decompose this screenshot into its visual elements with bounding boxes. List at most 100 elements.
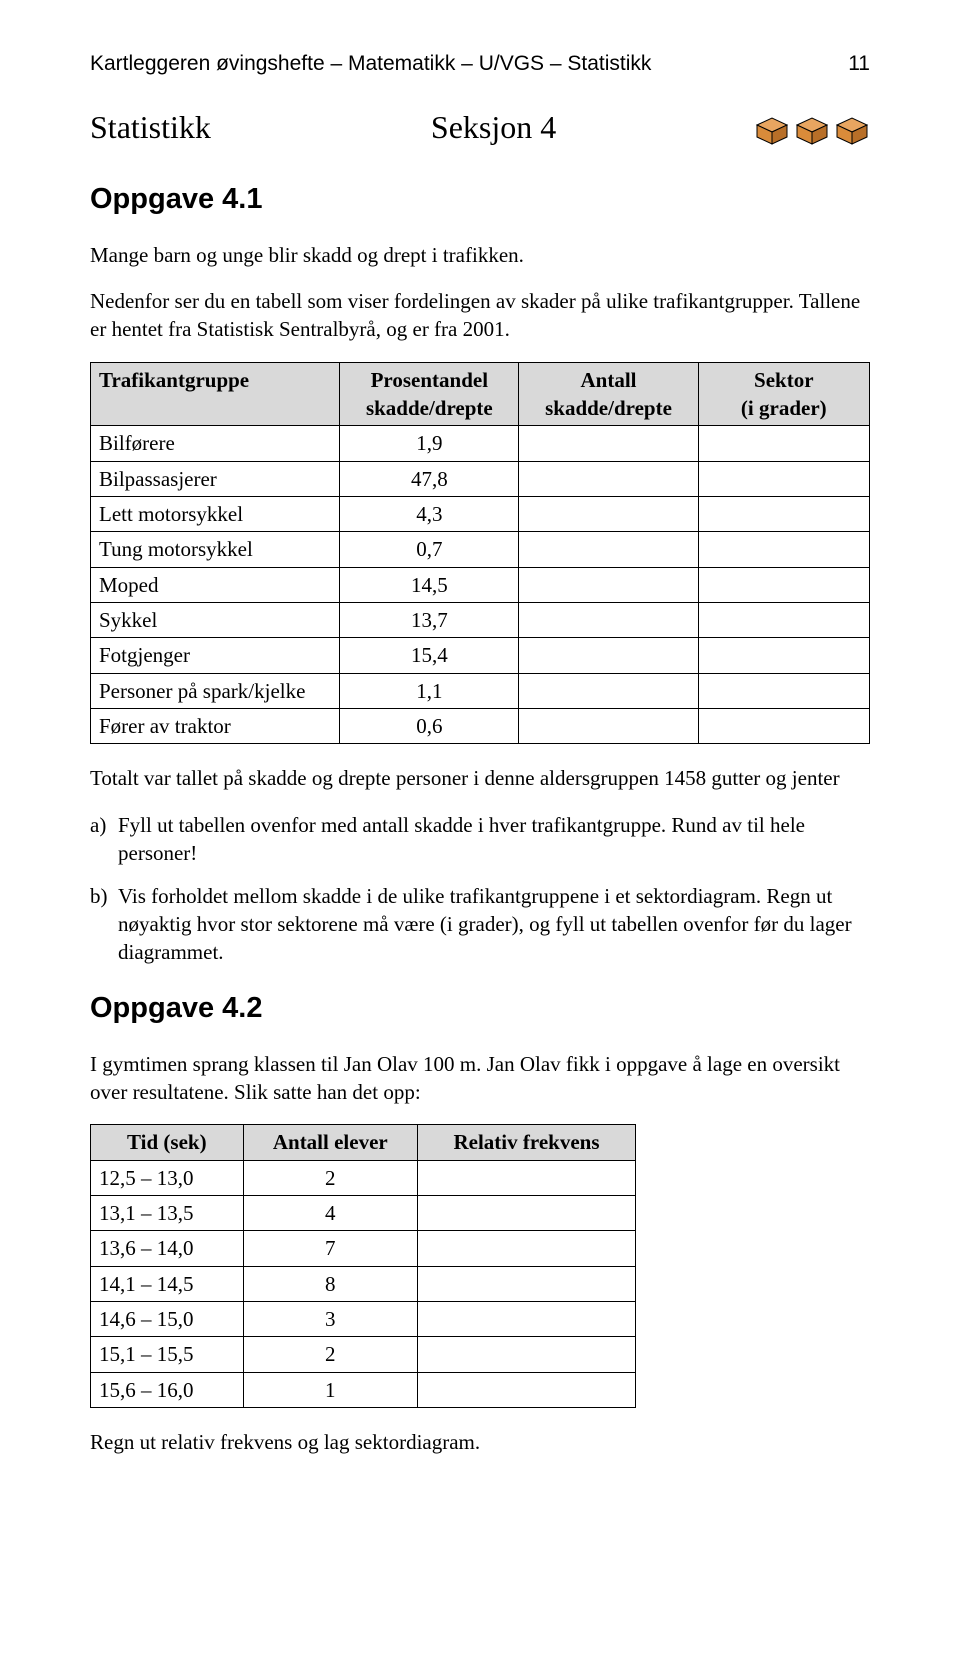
cell-antall-elever: 2 (243, 1160, 417, 1195)
cell-pct: 0,7 (340, 532, 519, 567)
cell-relativ-frekvens (417, 1337, 635, 1372)
table2-header-row: Tid (sek) Antall elever Relativ frekvens (91, 1125, 636, 1160)
cell-name: Fører av traktor (91, 709, 340, 744)
cell-antall (519, 638, 698, 673)
cell-antall-elever: 2 (243, 1337, 417, 1372)
table-row: Personer på spark/kjelke 1,1 (91, 673, 870, 708)
section-label: Seksjon 4 (431, 106, 556, 149)
cell-name: Personer på spark/kjelke (91, 673, 340, 708)
oppgave-4-2-heading: Oppgave 4.2 (90, 989, 870, 1028)
cell-name: Tung motorsykkel (91, 532, 340, 567)
cell-antall-elever: 4 (243, 1196, 417, 1231)
cell-name: Sykkel (91, 603, 340, 638)
table-row: 15,1 – 15,5 2 (91, 1337, 636, 1372)
oppgave-4-1-heading: Oppgave 4.1 (90, 180, 870, 219)
th-relativ-frekvens: Relativ frekvens (417, 1125, 635, 1160)
cell-antall (519, 567, 698, 602)
cell-antall (519, 532, 698, 567)
th-prosentandel: Prosentandel skadde/drepte (340, 362, 519, 426)
section-title: Statistikk (90, 106, 211, 149)
cell-antall-elever: 1 (243, 1372, 417, 1407)
cell-sektor (698, 497, 869, 532)
cell-sektor (698, 532, 869, 567)
cell-tid: 15,1 – 15,5 (91, 1337, 244, 1372)
cubes-container (754, 113, 870, 143)
cell-sektor (698, 673, 869, 708)
header-left: Kartleggeren øvingshefte – Matematikk – … (90, 50, 651, 78)
cell-sektor (698, 709, 869, 744)
cell-antall (519, 497, 698, 532)
table-row: Moped 14,5 (91, 567, 870, 602)
cell-relativ-frekvens (417, 1231, 635, 1266)
cell-tid: 13,6 – 14,0 (91, 1231, 244, 1266)
cell-antall (519, 673, 698, 708)
oppgave-4-1-questions: a) Fyll ut tabellen ovenfor med antall s… (90, 811, 870, 967)
table-row: 12,5 – 13,0 2 (91, 1160, 636, 1195)
oppgave-4-2-after: Regn ut relativ frekvens og lag sektordi… (90, 1428, 870, 1456)
question-b: b) Vis forholdet mellom skadde i de ulik… (90, 882, 870, 967)
cell-pct: 0,6 (340, 709, 519, 744)
cell-antall (519, 603, 698, 638)
cube-icon (834, 113, 870, 143)
table-row: Fører av traktor 0,6 (91, 709, 870, 744)
cell-antall (519, 426, 698, 461)
th-antall: Antall skadde/drepte (519, 362, 698, 426)
th-sektor: Sektor (i grader) (698, 362, 869, 426)
cell-relativ-frekvens (417, 1160, 635, 1195)
cube-icon (754, 113, 790, 143)
cell-name: Bilførere (91, 426, 340, 461)
cell-tid: 12,5 – 13,0 (91, 1160, 244, 1195)
oppgave-4-1-intro-line2: Nedenfor ser du en tabell som viser ford… (90, 287, 870, 344)
cell-tid: 14,1 – 14,5 (91, 1266, 244, 1301)
cell-pct: 4,3 (340, 497, 519, 532)
table-row: 13,6 – 14,0 7 (91, 1231, 636, 1266)
table-header-row: Trafikantgruppe Prosentandel skadde/drep… (91, 362, 870, 426)
cell-tid: 15,6 – 16,0 (91, 1372, 244, 1407)
cell-name: Bilpassasjerer (91, 461, 340, 496)
question-a-text: Fyll ut tabellen ovenfor med antall skad… (118, 811, 870, 868)
cell-relativ-frekvens (417, 1372, 635, 1407)
question-a-label: a) (90, 811, 118, 868)
cell-relativ-frekvens (417, 1196, 635, 1231)
th-antall-elever: Antall elever (243, 1125, 417, 1160)
cell-antall-elever: 7 (243, 1231, 417, 1266)
cell-pct: 13,7 (340, 603, 519, 638)
table-row: 15,6 – 16,0 1 (91, 1372, 636, 1407)
page-header: Kartleggeren øvingshefte – Matematikk – … (90, 50, 870, 78)
table-row: Bilpassasjerer 47,8 (91, 461, 870, 496)
cell-name: Moped (91, 567, 340, 602)
table-row: Sykkel 13,7 (91, 603, 870, 638)
tid-table: Tid (sek) Antall elever Relativ frekvens… (90, 1124, 636, 1408)
section-row: Statistikk Seksjon 4 (90, 106, 870, 149)
cell-relativ-frekvens (417, 1266, 635, 1301)
th-tid: Tid (sek) (91, 1125, 244, 1160)
question-a: a) Fyll ut tabellen ovenfor med antall s… (90, 811, 870, 868)
cell-antall-elever: 3 (243, 1302, 417, 1337)
cell-pct: 14,5 (340, 567, 519, 602)
cell-pct: 15,4 (340, 638, 519, 673)
table-row: 14,6 – 15,0 3 (91, 1302, 636, 1337)
cell-sektor (698, 638, 869, 673)
question-b-label: b) (90, 882, 118, 967)
cell-tid: 13,1 – 13,5 (91, 1196, 244, 1231)
table-row: Fotgjenger 15,4 (91, 638, 870, 673)
cell-name: Lett motorsykkel (91, 497, 340, 532)
oppgave-4-1-intro-line1: Mange barn og unge blir skadd og drept i… (90, 241, 870, 269)
trafikant-table: Trafikantgruppe Prosentandel skadde/drep… (90, 362, 870, 745)
table-row: 14,1 – 14,5 8 (91, 1266, 636, 1301)
cell-sektor (698, 426, 869, 461)
cell-tid: 14,6 – 15,0 (91, 1302, 244, 1337)
header-page-number: 11 (848, 50, 870, 78)
cell-name: Fotgjenger (91, 638, 340, 673)
cell-pct: 47,8 (340, 461, 519, 496)
cell-pct: 1,1 (340, 673, 519, 708)
table-row: Lett motorsykkel 4,3 (91, 497, 870, 532)
cell-antall-elever: 8 (243, 1266, 417, 1301)
oppgave-4-1-after-table: Totalt var tallet på skadde og drepte pe… (90, 764, 870, 792)
cell-antall (519, 461, 698, 496)
cell-relativ-frekvens (417, 1302, 635, 1337)
cell-antall (519, 709, 698, 744)
cell-sektor (698, 567, 869, 602)
cell-pct: 1,9 (340, 426, 519, 461)
th-trafikantgruppe: Trafikantgruppe (91, 362, 340, 426)
